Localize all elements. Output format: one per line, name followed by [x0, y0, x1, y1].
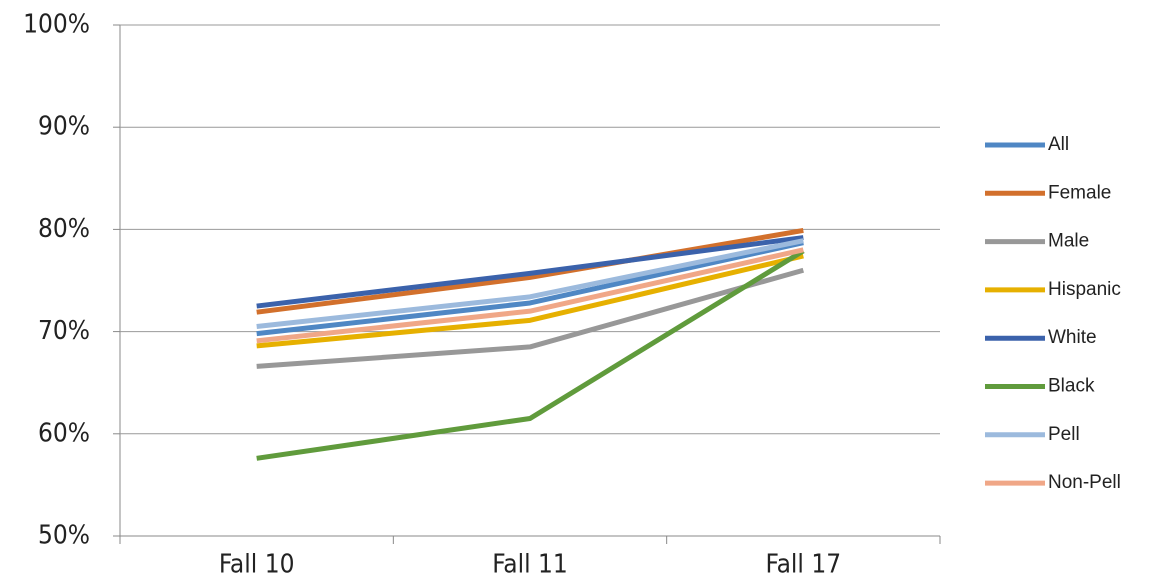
series-line: [256, 267, 805, 369]
series-line: [256, 238, 804, 329]
legend-label: Black: [1048, 376, 1095, 397]
legend-label: Male: [1048, 231, 1089, 252]
y-tick-label: 50%: [38, 521, 90, 551]
legend-label: White: [1048, 327, 1097, 348]
x-tick-label: Fall 10: [219, 550, 295, 580]
y-tick-label: 80%: [38, 214, 90, 244]
legend-label: Female: [1048, 182, 1111, 203]
legend-label: Pell: [1048, 424, 1080, 445]
legend-label: Hispanic: [1048, 279, 1121, 300]
y-tick-label: 90%: [38, 112, 90, 142]
y-tick-label: 60%: [38, 418, 90, 448]
series-line: [256, 247, 804, 344]
legend-label: Non-Pell: [1048, 472, 1121, 493]
series-line: [256, 235, 804, 309]
y-tick-label: 70%: [38, 316, 90, 346]
y-tick-label: 100%: [23, 10, 90, 40]
series-line: [256, 240, 804, 337]
x-tick-label: Fall 11: [492, 550, 568, 580]
series-line: [256, 253, 804, 349]
series-line: [256, 248, 805, 461]
series-line: [256, 227, 804, 315]
legend-label: All: [1048, 134, 1069, 155]
x-tick-label: Fall 17: [766, 550, 842, 580]
